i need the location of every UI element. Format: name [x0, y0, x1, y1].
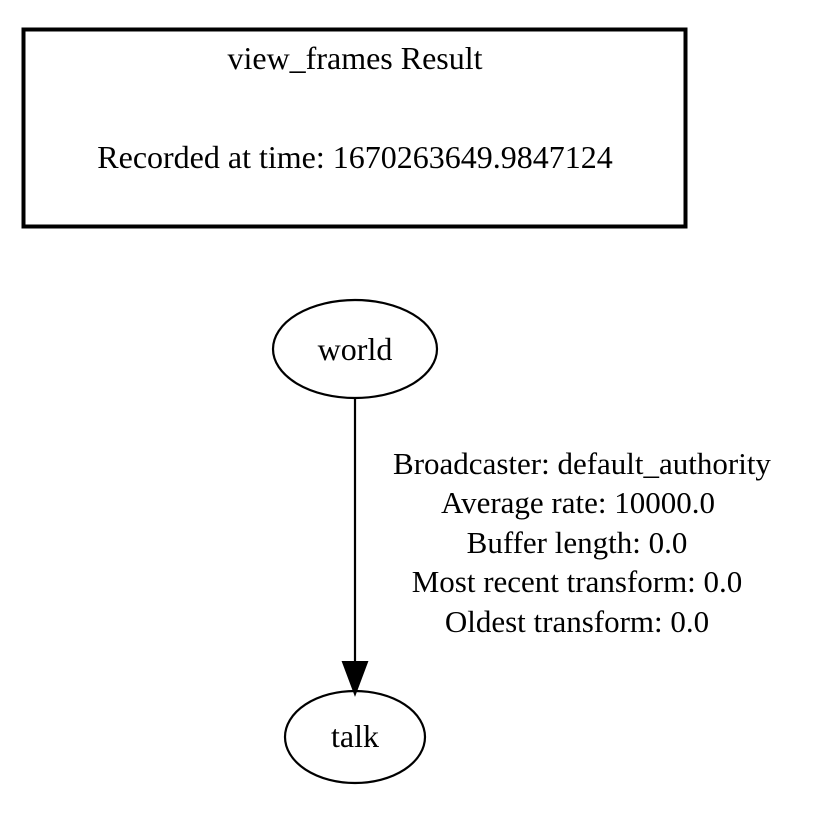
header-title: view_frames Result: [227, 40, 482, 76]
recorded-time: Recorded at time: 1670263649.9847124: [97, 139, 612, 175]
node-talk[interactable]: talk: [283, 689, 427, 785]
node-world[interactable]: world: [271, 298, 439, 400]
result-header-box: view_frames Result Recorded at time: 167…: [21, 27, 688, 229]
header-border: [21, 27, 688, 229]
node-talk-ellipse: [283, 689, 427, 785]
edge-label-most-recent-transform: Most recent transform: 0.0: [412, 564, 743, 599]
edge-arrowhead-icon: [341, 661, 369, 697]
edge-label-oldest-transform: Oldest transform: 0.0: [445, 604, 709, 639]
edge-label-average-rate: Average rate: 10000.0: [441, 485, 715, 520]
edge-label-broadcaster: Broadcaster: default_authority: [393, 446, 771, 481]
edge-label: Broadcaster: default_authority Average r…: [393, 446, 771, 639]
node-talk-label: talk: [331, 718, 379, 754]
node-world-ellipse: [271, 298, 439, 400]
node-world-label: world: [318, 331, 393, 367]
edge-world-to-talk: [341, 398, 369, 697]
edge-label-buffer-length: Buffer length: 0.0: [467, 525, 688, 560]
